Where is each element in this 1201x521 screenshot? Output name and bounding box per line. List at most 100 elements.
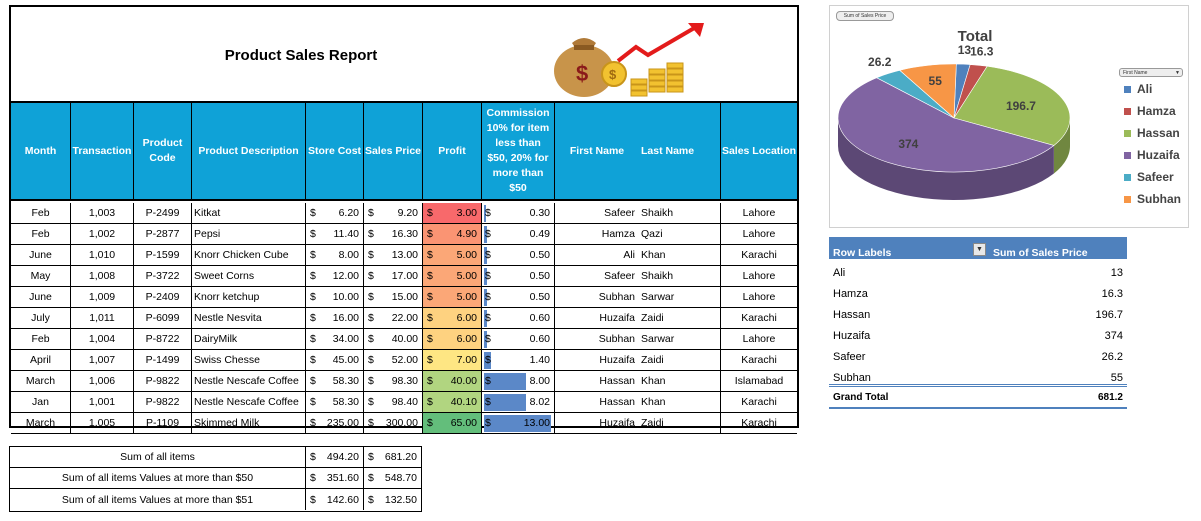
cell-profit[interactable]: $40.00 bbox=[423, 371, 482, 392]
cell-price[interactable]: $17.00 bbox=[364, 266, 423, 287]
cell-first[interactable]: Huzaifa bbox=[555, 350, 639, 371]
cell-cost[interactable]: $11.40 bbox=[306, 224, 364, 245]
summary-cost[interactable]: $142.60 bbox=[306, 489, 364, 510]
cell-location[interactable]: Karachi bbox=[721, 245, 797, 266]
cell-location[interactable]: Islamabad bbox=[721, 371, 797, 392]
cell-price[interactable]: $98.40 bbox=[364, 392, 423, 413]
cell-last[interactable]: Qazi bbox=[639, 224, 721, 245]
cell-last[interactable]: Khan bbox=[639, 371, 721, 392]
cell-desc[interactable]: Pepsi bbox=[192, 224, 306, 245]
cell-transaction[interactable]: 1,002 bbox=[71, 224, 134, 245]
cell-first[interactable]: Hamza bbox=[555, 224, 639, 245]
cell-commission[interactable]: $0.60 bbox=[482, 329, 555, 350]
cell-code[interactable]: P-9822 bbox=[134, 392, 192, 413]
cell-commission[interactable]: $0.60 bbox=[482, 308, 555, 329]
header-first-name[interactable]: First Name bbox=[555, 103, 639, 199]
cell-commission[interactable]: $0.50 bbox=[482, 287, 555, 308]
pivot-row[interactable]: Huzaifa 374 bbox=[829, 325, 1127, 346]
summary-price[interactable]: $132.50 bbox=[364, 489, 421, 510]
cell-desc[interactable]: Swiss Chesse bbox=[192, 350, 306, 371]
cell-code[interactable]: P-9822 bbox=[134, 371, 192, 392]
chart-field-button[interactable]: Sum of Sales Price bbox=[836, 11, 894, 21]
legend-item-ali[interactable]: Ali bbox=[1124, 82, 1152, 96]
cell-desc[interactable]: Skimmed Milk bbox=[192, 413, 306, 434]
cell-profit[interactable]: $40.10 bbox=[423, 392, 482, 413]
cell-price[interactable]: $15.00 bbox=[364, 287, 423, 308]
cell-profit[interactable]: $4.90 bbox=[423, 224, 482, 245]
summary-cost[interactable]: $494.20 bbox=[306, 447, 364, 468]
cell-code[interactable]: P-1599 bbox=[134, 245, 192, 266]
cell-cost[interactable]: $12.00 bbox=[306, 266, 364, 287]
cell-last[interactable]: Zaidi bbox=[639, 413, 721, 434]
cell-code[interactable]: P-2409 bbox=[134, 287, 192, 308]
pivot-row[interactable]: Hassan 196.7 bbox=[829, 304, 1127, 325]
cell-commission[interactable]: $13.00 bbox=[482, 413, 555, 434]
cell-location[interactable]: Lahore bbox=[721, 203, 797, 224]
summary-label[interactable]: Sum of all items Values at more than $51 bbox=[10, 489, 306, 510]
cell-code[interactable]: P-8722 bbox=[134, 329, 192, 350]
cell-month[interactable]: June bbox=[11, 287, 71, 308]
header-product-description[interactable]: Product Description bbox=[192, 103, 306, 199]
filter-dropdown-icon[interactable]: ▼ bbox=[973, 243, 986, 256]
cell-location[interactable]: Karachi bbox=[721, 392, 797, 413]
cell-profit[interactable]: $7.00 bbox=[423, 350, 482, 371]
header-store-cost[interactable]: Store Cost bbox=[306, 103, 364, 199]
cell-transaction[interactable]: 1,009 bbox=[71, 287, 134, 308]
pie-slice-subhan[interactable] bbox=[899, 63, 957, 119]
cell-commission[interactable]: $8.00 bbox=[482, 371, 555, 392]
cell-cost[interactable]: $58.30 bbox=[306, 371, 364, 392]
cell-location[interactable]: Karachi bbox=[721, 308, 797, 329]
cell-cost[interactable]: $34.00 bbox=[306, 329, 364, 350]
cell-transaction[interactable]: 1,004 bbox=[71, 329, 134, 350]
cell-commission[interactable]: $8.02 bbox=[482, 392, 555, 413]
cell-profit[interactable]: $5.00 bbox=[423, 287, 482, 308]
cell-desc[interactable]: Nestle Nescafe Coffee bbox=[192, 392, 306, 413]
cell-month[interactable]: Feb bbox=[11, 329, 71, 350]
cell-transaction[interactable]: 1,008 bbox=[71, 266, 134, 287]
cell-first[interactable]: Subhan bbox=[555, 287, 639, 308]
pie-chart[interactable]: Sum of Sales Price Total 13 16.3 196.7 374 2… bbox=[829, 5, 1189, 228]
cell-desc[interactable]: Sweet Corns bbox=[192, 266, 306, 287]
legend-item-subhan[interactable]: Subhan bbox=[1124, 192, 1181, 206]
cell-commission[interactable]: $0.50 bbox=[482, 245, 555, 266]
cell-cost[interactable]: $6.20 bbox=[306, 203, 364, 224]
pivot-row-labels-header[interactable]: Row Labels bbox=[833, 247, 892, 259]
header-transaction[interactable]: Transaction bbox=[71, 103, 134, 199]
header-commission[interactable]: Commission 10% for item less than $50, 2… bbox=[482, 103, 555, 199]
header-last-name[interactable]: Last Name bbox=[639, 103, 721, 199]
cell-cost[interactable]: $58.30 bbox=[306, 392, 364, 413]
cell-first[interactable]: Subhan bbox=[555, 329, 639, 350]
cell-first[interactable]: Ali bbox=[555, 245, 639, 266]
cell-desc[interactable]: DairyMilk bbox=[192, 329, 306, 350]
cell-transaction[interactable]: 1,011 bbox=[71, 308, 134, 329]
cell-cost[interactable]: $45.00 bbox=[306, 350, 364, 371]
cell-desc[interactable]: Nestle Nescafe Coffee bbox=[192, 371, 306, 392]
cell-profit[interactable]: $6.00 bbox=[423, 329, 482, 350]
cell-first[interactable]: Huzaifa bbox=[555, 308, 639, 329]
cell-first[interactable]: Huzaifa bbox=[555, 413, 639, 434]
summary-price[interactable]: $548.70 bbox=[364, 468, 421, 489]
header-sales-price[interactable]: Sales Price bbox=[364, 103, 423, 199]
cell-last[interactable]: Zaidi bbox=[639, 308, 721, 329]
cell-last[interactable]: Khan bbox=[639, 392, 721, 413]
legend-item-hassan[interactable]: Hassan bbox=[1124, 126, 1180, 140]
header-month[interactable]: Month bbox=[11, 103, 71, 199]
cell-last[interactable]: Sarwar bbox=[639, 287, 721, 308]
legend-item-huzaifa[interactable]: Huzaifa bbox=[1124, 148, 1180, 162]
cell-transaction[interactable]: 1,001 bbox=[71, 392, 134, 413]
cell-month[interactable]: March bbox=[11, 371, 71, 392]
cell-commission[interactable]: $0.50 bbox=[482, 266, 555, 287]
cell-transaction[interactable]: 1,007 bbox=[71, 350, 134, 371]
cell-transaction[interactable]: 1,010 bbox=[71, 245, 134, 266]
legend-item-hamza[interactable]: Hamza bbox=[1124, 104, 1176, 118]
pivot-row[interactable]: Ali 13 bbox=[829, 262, 1127, 283]
cell-code[interactable]: P-1499 bbox=[134, 350, 192, 371]
pivot-values-header[interactable]: Sum of Sales Price bbox=[993, 247, 1088, 259]
cell-location[interactable]: Lahore bbox=[721, 329, 797, 350]
cell-first[interactable]: Hassan bbox=[555, 371, 639, 392]
cell-transaction[interactable]: 1,003 bbox=[71, 203, 134, 224]
cell-profit[interactable]: $65.00 bbox=[423, 413, 482, 434]
cell-last[interactable]: Shaikh bbox=[639, 266, 721, 287]
summary-price[interactable]: $681.20 bbox=[364, 447, 421, 468]
cell-desc[interactable]: Knorr Chicken Cube bbox=[192, 245, 306, 266]
